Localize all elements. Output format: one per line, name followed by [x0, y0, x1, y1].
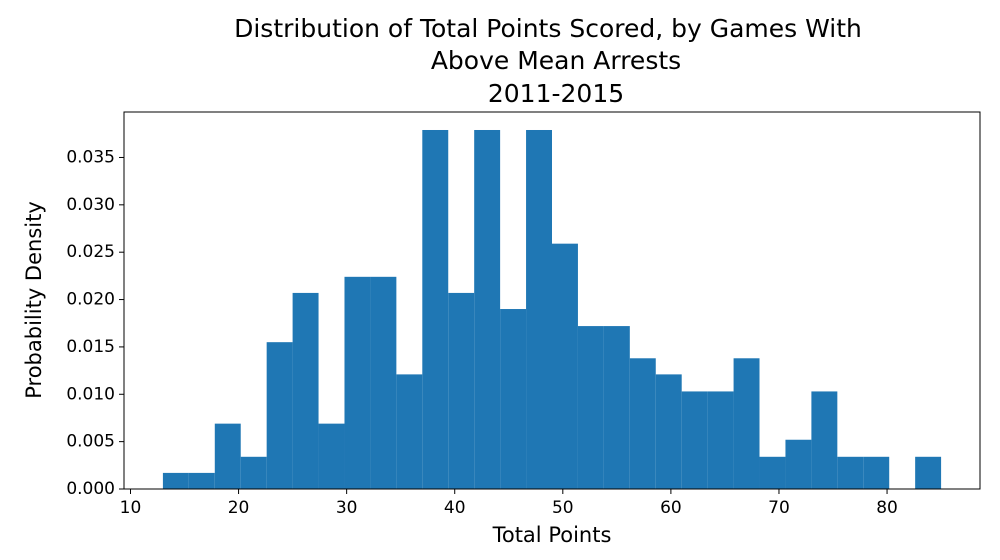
bar	[500, 309, 527, 489]
bar	[162, 472, 189, 489]
y-tick-label: 0.020	[66, 290, 115, 310]
bar	[188, 472, 215, 489]
y-tick-label: 0.025	[66, 242, 115, 262]
bar	[422, 129, 449, 489]
bar	[915, 456, 942, 489]
bar	[785, 439, 812, 489]
y-tick-label: 0.015	[66, 337, 115, 357]
bar	[552, 243, 578, 489]
y-tick-label: 0.030	[66, 195, 115, 215]
chart-title: Distribution of Total Points Scored, by …	[234, 14, 862, 43]
y-tick-label: 0.005	[66, 432, 115, 452]
bar	[733, 358, 760, 489]
bar	[603, 326, 630, 489]
bar	[655, 374, 682, 489]
bar	[837, 456, 864, 489]
plot-frame	[123, 111, 981, 490]
bar	[292, 292, 319, 489]
bar	[681, 391, 708, 489]
bar	[811, 391, 838, 489]
bar	[214, 423, 241, 489]
x-axis-label: Total Points	[492, 523, 612, 547]
y-axis-label: Probability Density	[22, 201, 46, 399]
bar	[526, 129, 552, 489]
bar	[448, 292, 475, 489]
x-tick-label: 80	[876, 498, 898, 518]
bar	[759, 456, 786, 489]
x-tick-label: 30	[336, 498, 358, 518]
y-tick-label: 0.010	[66, 384, 115, 404]
bar	[318, 423, 345, 489]
bar	[863, 456, 890, 489]
x-tick-label: 40	[444, 498, 466, 518]
bar	[370, 276, 397, 489]
x-tick-label: 60	[660, 498, 682, 518]
bar	[629, 358, 656, 489]
bar	[474, 129, 501, 489]
x-tick-label: 10	[120, 498, 142, 518]
x-tick-label: 20	[228, 498, 250, 518]
bar	[240, 456, 267, 489]
bar	[707, 391, 734, 489]
chart-title: 2011-2015	[488, 79, 624, 108]
bar	[396, 374, 423, 489]
bar	[266, 342, 293, 489]
x-tick-label: 70	[768, 498, 790, 518]
bar	[344, 276, 371, 489]
bar	[577, 326, 604, 489]
y-tick-label: 0.035	[66, 147, 115, 167]
y-tick-label: 0.000	[66, 479, 115, 499]
x-tick-label: 50	[552, 498, 574, 518]
chart-title: Above Mean Arrests	[431, 46, 681, 75]
